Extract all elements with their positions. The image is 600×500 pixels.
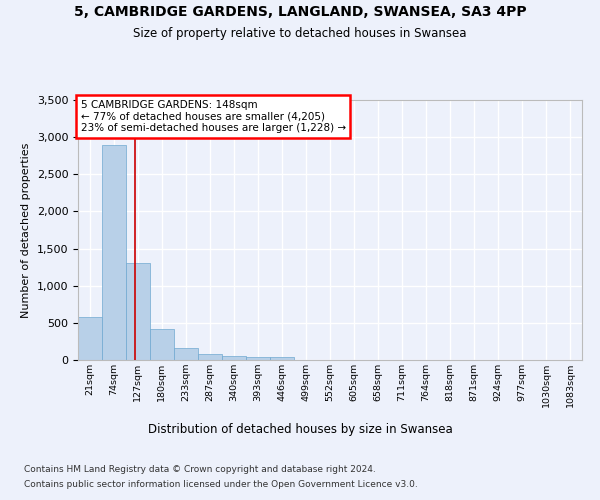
Bar — [198, 354, 222, 360]
Bar — [126, 264, 150, 360]
Bar — [174, 348, 198, 360]
Text: Contains public sector information licensed under the Open Government Licence v3: Contains public sector information licen… — [24, 480, 418, 489]
Text: Contains HM Land Registry data © Crown copyright and database right 2024.: Contains HM Land Registry data © Crown c… — [24, 465, 376, 474]
Bar — [270, 357, 294, 360]
Bar — [150, 329, 174, 360]
Text: Size of property relative to detached houses in Swansea: Size of property relative to detached ho… — [133, 28, 467, 40]
Y-axis label: Number of detached properties: Number of detached properties — [21, 142, 31, 318]
Text: Distribution of detached houses by size in Swansea: Distribution of detached houses by size … — [148, 422, 452, 436]
Bar — [222, 356, 246, 360]
Text: 5, CAMBRIDGE GARDENS, LANGLAND, SWANSEA, SA3 4PP: 5, CAMBRIDGE GARDENS, LANGLAND, SWANSEA,… — [74, 5, 526, 19]
Text: 5 CAMBRIDGE GARDENS: 148sqm
← 77% of detached houses are smaller (4,205)
23% of : 5 CAMBRIDGE GARDENS: 148sqm ← 77% of det… — [80, 100, 346, 133]
Bar — [78, 317, 102, 360]
Bar — [246, 356, 270, 360]
Bar — [102, 144, 126, 360]
